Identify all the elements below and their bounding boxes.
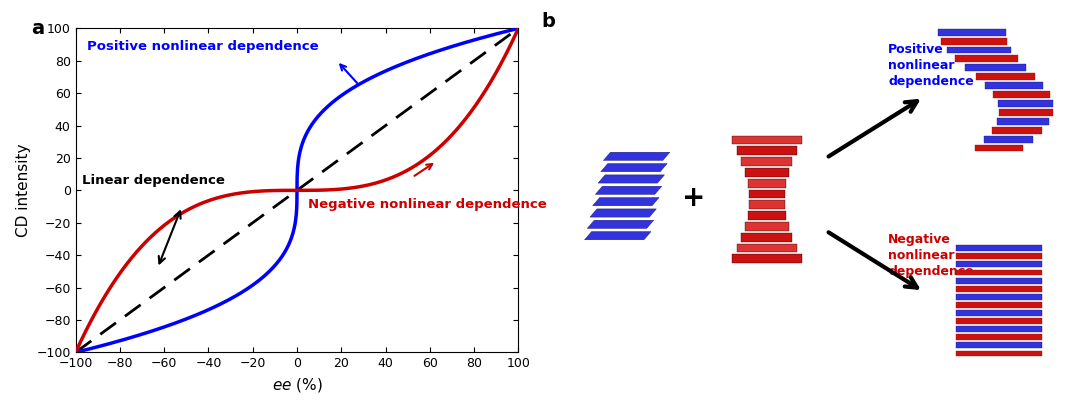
- Polygon shape: [966, 64, 1026, 71]
- Polygon shape: [956, 326, 1042, 332]
- Text: Negative
nonlinear
dependence: Negative nonlinear dependence: [888, 233, 974, 278]
- Polygon shape: [745, 168, 788, 177]
- Polygon shape: [991, 127, 1042, 134]
- Polygon shape: [985, 82, 1043, 89]
- Polygon shape: [956, 351, 1042, 356]
- Polygon shape: [588, 220, 653, 228]
- Polygon shape: [993, 91, 1050, 98]
- Polygon shape: [598, 175, 664, 183]
- Polygon shape: [600, 164, 667, 172]
- Polygon shape: [939, 29, 1005, 36]
- Polygon shape: [975, 145, 1023, 151]
- Polygon shape: [998, 100, 1053, 107]
- Polygon shape: [745, 222, 788, 231]
- Text: Positive
nonlinear
dependence: Positive nonlinear dependence: [888, 43, 974, 87]
- Text: Negative nonlinear dependence: Negative nonlinear dependence: [308, 198, 546, 211]
- Polygon shape: [604, 152, 670, 160]
- Polygon shape: [956, 270, 1042, 275]
- Polygon shape: [956, 245, 1042, 251]
- Polygon shape: [956, 286, 1042, 292]
- Polygon shape: [956, 254, 1042, 259]
- Polygon shape: [956, 310, 1042, 316]
- Polygon shape: [956, 262, 1042, 267]
- Polygon shape: [975, 73, 1036, 80]
- Polygon shape: [956, 335, 1042, 340]
- Polygon shape: [999, 109, 1053, 116]
- Polygon shape: [595, 186, 662, 194]
- Polygon shape: [732, 254, 802, 263]
- Polygon shape: [737, 146, 797, 155]
- Polygon shape: [747, 179, 786, 188]
- Polygon shape: [741, 157, 793, 166]
- X-axis label: $\it{ee}$ (%): $\it{ee}$ (%): [272, 376, 322, 394]
- Text: Linear dependence: Linear dependence: [82, 174, 225, 187]
- Polygon shape: [946, 47, 1011, 53]
- Text: a: a: [31, 19, 44, 38]
- Polygon shape: [984, 136, 1032, 143]
- Polygon shape: [750, 200, 784, 209]
- Y-axis label: CD intensity: CD intensity: [16, 144, 31, 237]
- Polygon shape: [956, 278, 1042, 284]
- Text: +: +: [683, 184, 705, 213]
- Polygon shape: [956, 343, 1042, 348]
- Polygon shape: [955, 55, 1017, 62]
- Polygon shape: [732, 136, 801, 145]
- Polygon shape: [956, 302, 1042, 308]
- Polygon shape: [737, 243, 797, 252]
- Polygon shape: [741, 233, 793, 242]
- Polygon shape: [590, 209, 657, 217]
- Polygon shape: [593, 198, 659, 206]
- Text: b: b: [541, 12, 555, 31]
- Text: Positive nonlinear dependence: Positive nonlinear dependence: [86, 40, 319, 53]
- Polygon shape: [750, 190, 784, 198]
- Polygon shape: [941, 38, 1007, 45]
- Polygon shape: [997, 118, 1049, 125]
- Polygon shape: [584, 232, 651, 240]
- Polygon shape: [956, 318, 1042, 324]
- Polygon shape: [956, 294, 1042, 300]
- Polygon shape: [747, 211, 786, 220]
